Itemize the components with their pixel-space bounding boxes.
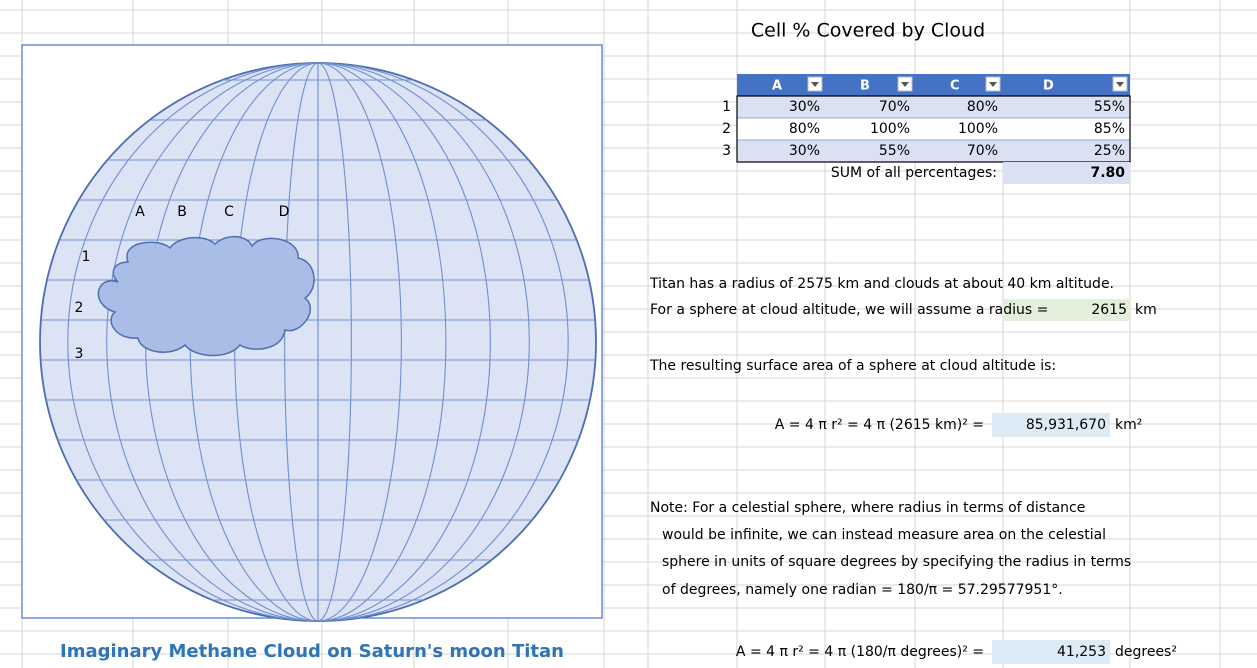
filter-arrow <box>989 82 997 87</box>
table-cell: 30% <box>789 99 820 115</box>
column-header: A <box>772 79 782 94</box>
meridian <box>284 63 352 621</box>
unit: degrees² <box>1115 644 1177 660</box>
text-line: Titan has a radius of 2575 km and clouds… <box>649 276 1114 292</box>
column-header: D <box>1043 79 1054 94</box>
radius-value: 2615 <box>1091 302 1127 318</box>
column-label: C <box>224 204 234 220</box>
table-row <box>737 118 1130 140</box>
table-title: Cell % Covered by Cloud <box>751 20 985 42</box>
formula: A = 4 π r² = 4 π (180/π degrees)² = <box>736 644 984 660</box>
result-value: 41,253 <box>1057 644 1106 660</box>
table-cell: 80% <box>967 99 998 115</box>
sum-cell <box>1003 162 1130 184</box>
note-line: of degrees, namely one radian = 180/π = … <box>662 582 1063 598</box>
row-label: 1 <box>82 249 91 265</box>
table: A B C D 1 30% 70% 80% 55% 2 80% 100% 100% 85% 3 30% 55% 7… <box>722 74 1131 184</box>
note-line: would be infinite, we can instead measur… <box>662 527 1106 543</box>
table-cell: 55% <box>879 143 910 159</box>
cloud <box>97 235 315 357</box>
text-line: For a sphere at cloud altitude, we will … <box>650 302 1048 318</box>
table-border <box>736 95 1131 163</box>
result-cell <box>992 413 1110 437</box>
table-cell: 100% <box>870 121 910 137</box>
table-cell: 85% <box>1094 121 1125 137</box>
note-line: Note: For a celestial sphere, where radi… <box>650 500 1085 516</box>
table-row <box>737 140 1130 162</box>
table-cell: 70% <box>967 143 998 159</box>
filter-arrow <box>1116 82 1124 87</box>
caption: Imaginary Methane Cloud on Saturn's moon… <box>60 641 564 662</box>
table-cell: 30% <box>789 143 820 159</box>
column-label: A <box>135 204 145 220</box>
row-label: 2 <box>75 300 84 316</box>
table-cell: 25% <box>1094 143 1125 159</box>
column-label: B <box>177 204 187 220</box>
result-cell <box>992 640 1110 664</box>
sum-value: 7.80 <box>1090 165 1125 181</box>
result-value: 85,931,670 <box>1026 417 1106 433</box>
unit: km² <box>1115 417 1142 433</box>
table-cell: 100% <box>958 121 998 137</box>
filter-arrow <box>811 82 819 87</box>
meridian <box>67 63 569 621</box>
column-header: C <box>950 79 960 94</box>
formula: A = 4 π r² = 4 π (2615 km)² = <box>775 417 984 433</box>
text-line: The resulting surface area of a sphere a… <box>649 358 1056 374</box>
header-row <box>737 74 1130 96</box>
table-row <box>737 96 1130 118</box>
row-label: 1 <box>722 99 731 115</box>
meridian <box>106 63 530 621</box>
table-cell: 70% <box>879 99 910 115</box>
table-cell: 80% <box>789 121 820 137</box>
unit: km <box>1135 302 1157 318</box>
column-label: D <box>279 204 290 220</box>
row-label: 3 <box>75 346 84 362</box>
input-cell <box>1003 299 1130 321</box>
table-cell: 55% <box>1094 99 1125 115</box>
filter-arrow <box>901 82 909 87</box>
row-label: 2 <box>722 121 731 137</box>
row-label: 3 <box>722 143 731 159</box>
column-header: B <box>860 79 870 94</box>
note-line: sphere in units of square degrees by spe… <box>662 554 1131 570</box>
sum-label: SUM of all percentages: <box>831 165 997 181</box>
